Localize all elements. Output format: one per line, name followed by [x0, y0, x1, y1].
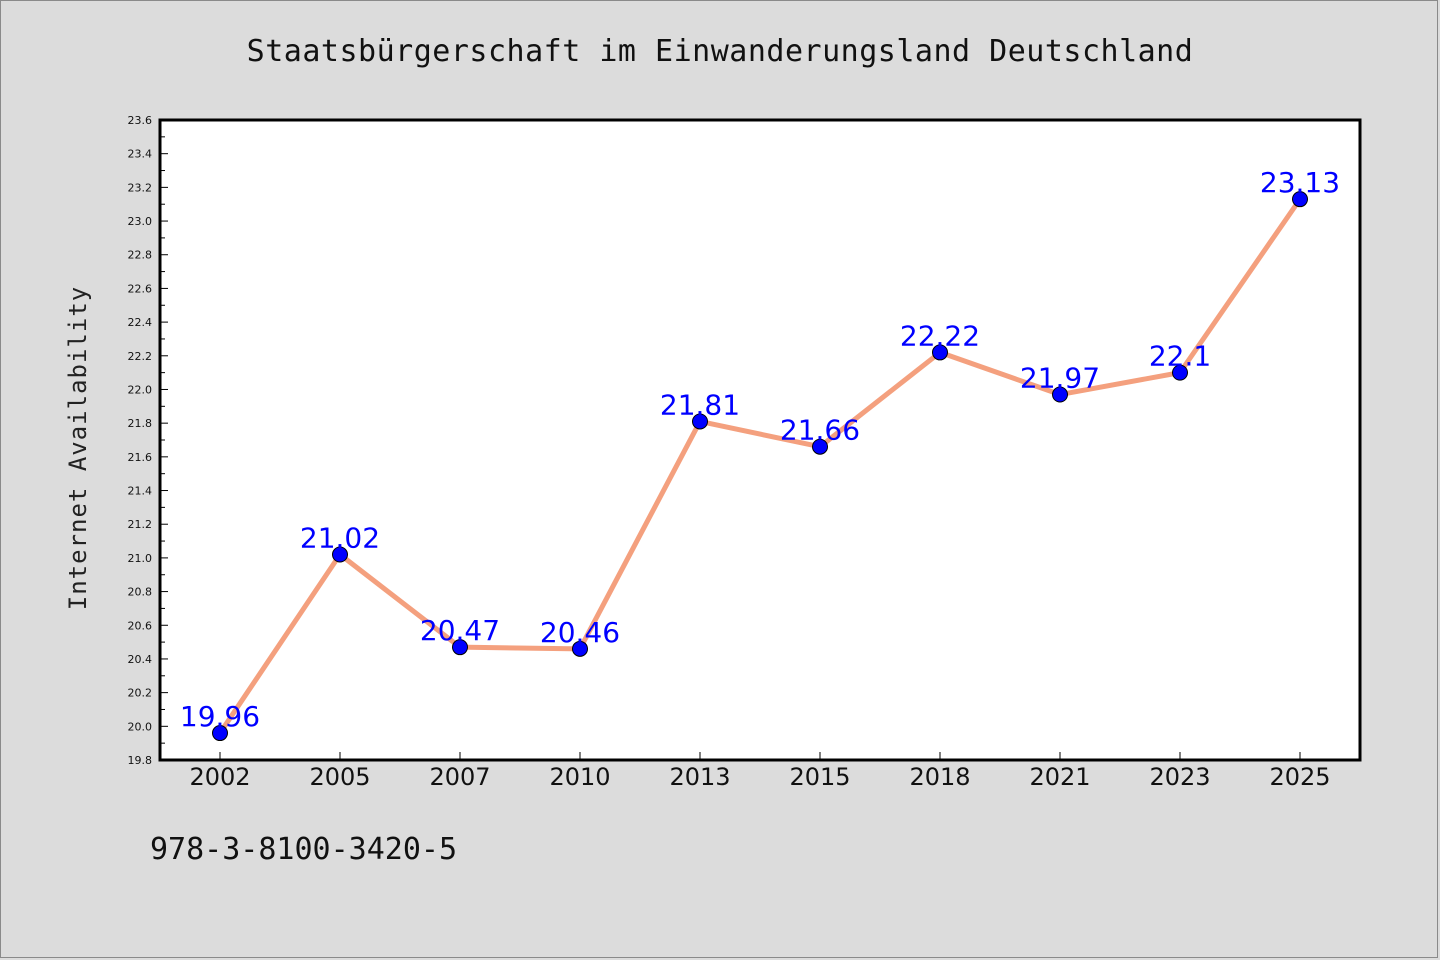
- data-series: 19.96 21.02 20.47 20.46 21.81 21.66 22.22 21.97…: [180, 166, 1340, 742]
- y-tick-label: 20.2: [128, 687, 153, 700]
- data-point: [332, 546, 348, 563]
- data-point: [1052, 386, 1068, 403]
- y-tick-label: 21.4: [128, 485, 153, 498]
- data-label: 21.02: [300, 522, 380, 555]
- x-axis: 2002 2005 2007 2010 2013 2015 2018 2021 2023 2025: [189, 752, 1331, 791]
- series-line: [217, 196, 1303, 736]
- y-tick-label: 22.2: [128, 350, 153, 363]
- data-label: 20.46: [540, 616, 620, 649]
- x-tick-label: 2002: [189, 763, 250, 791]
- x-tick-label: 2023: [1149, 763, 1210, 791]
- data-point: [1292, 191, 1308, 208]
- data-label: 19.96: [180, 700, 260, 733]
- x-tick-label: 2018: [909, 763, 970, 791]
- data-label: 20.47: [420, 614, 500, 647]
- y-tick-label: 21.0: [128, 552, 153, 565]
- y-tick-label: 21.6: [128, 451, 153, 464]
- y-tick-label: 20.8: [128, 586, 153, 599]
- chart-title: Staatsbürgerschaft im Einwanderungsland …: [246, 34, 1194, 69]
- y-tick-label: 22.8: [128, 249, 153, 262]
- y-tick-label: 20.6: [128, 619, 153, 632]
- data-label: 22.22: [900, 319, 980, 352]
- data-point: [452, 639, 468, 656]
- y-tick-label: 20.0: [128, 720, 153, 733]
- y-tick-label: 22.4: [128, 316, 153, 329]
- y-tick-label: 20.4: [128, 653, 153, 666]
- y-axis: 19.8 20.0 20.2 20.4 20.6 20.8 21.0 21.2 21.4 21.6…: [128, 114, 168, 767]
- data-label: 22.1: [1149, 340, 1211, 373]
- data-label: 23.13: [1260, 166, 1340, 199]
- x-tick-label: 2005: [309, 763, 370, 791]
- x-tick-label: 2010: [549, 763, 610, 791]
- y-tick-label: 23.2: [128, 181, 153, 194]
- x-tick-label: 2015: [789, 763, 850, 791]
- data-label: 21.97: [1020, 362, 1100, 395]
- y-axis-label: Internet Availability: [64, 286, 92, 610]
- data-point: [212, 725, 228, 742]
- data-point: [1172, 364, 1188, 381]
- plot-area: [158, 118, 1362, 762]
- data-label: 21.66: [780, 414, 860, 447]
- data-point: [812, 438, 828, 455]
- x-tick-label: 2025: [1269, 763, 1330, 791]
- y-tick-label: 19.8: [128, 754, 153, 767]
- y-tick-label: 21.2: [128, 518, 153, 531]
- y-tick-label: 22.0: [128, 383, 153, 396]
- x-tick-label: 2007: [429, 763, 490, 791]
- data-point: [572, 640, 588, 657]
- y-tick-label: 23.0: [128, 215, 153, 228]
- y-tick-label: 23.4: [128, 148, 153, 161]
- x-tick-label: 2013: [669, 763, 730, 791]
- y-tick-label: 21.8: [128, 417, 153, 430]
- data-point: [932, 344, 948, 361]
- data-label: 21.81: [660, 388, 740, 421]
- x-tick-label: 2021: [1029, 763, 1090, 791]
- data-point: [692, 413, 708, 430]
- footnote-isbn: 978-3-8100-3420-5: [150, 832, 458, 867]
- y-tick-label: 22.6: [128, 282, 153, 295]
- y-tick-label: 23.6: [128, 114, 153, 127]
